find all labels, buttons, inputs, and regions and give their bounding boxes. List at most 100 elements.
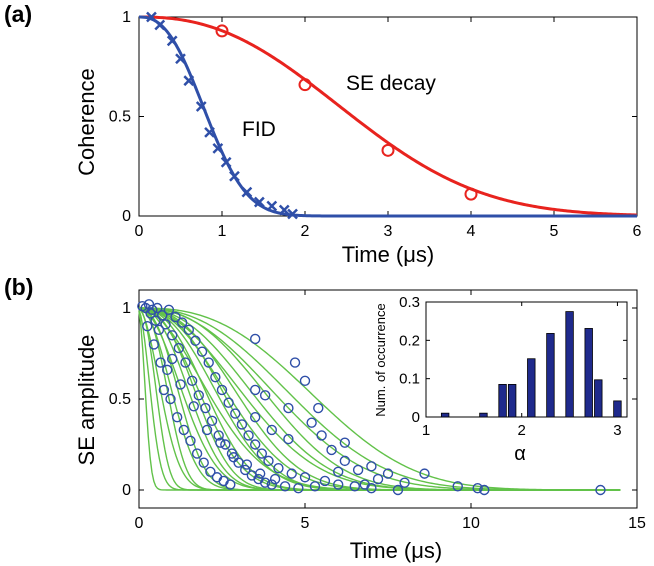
data-point xyxy=(241,459,253,470)
data-point xyxy=(185,435,196,447)
panel-b-ytick-label: 1 xyxy=(122,300,131,317)
data-point xyxy=(186,375,198,386)
data-point xyxy=(249,384,261,396)
data-point xyxy=(230,408,241,419)
panel-a-xtick-label: 0 xyxy=(135,223,144,240)
data-point xyxy=(259,477,271,488)
data-point xyxy=(419,468,430,479)
data-point xyxy=(190,335,201,346)
fid-point xyxy=(241,186,253,198)
fid-point xyxy=(253,196,265,208)
data-point xyxy=(216,384,228,396)
panel-b-markers xyxy=(137,299,606,496)
data-point xyxy=(165,393,176,405)
data-point xyxy=(171,412,183,423)
inset-ytick-label: 0.2 xyxy=(399,332,420,349)
data-point xyxy=(479,484,490,496)
panel-b-xtick-label: 15 xyxy=(628,515,646,532)
histogram-bar xyxy=(594,379,603,418)
data-point xyxy=(333,466,344,477)
data-point xyxy=(352,464,364,476)
data-point xyxy=(173,342,185,354)
data-point xyxy=(382,468,394,479)
data-point xyxy=(200,402,211,414)
data-point xyxy=(198,457,209,468)
data-point xyxy=(148,339,160,350)
data-point xyxy=(399,477,410,488)
data-point xyxy=(266,479,277,490)
data-point xyxy=(196,346,208,357)
data-point xyxy=(313,402,324,414)
data-point xyxy=(166,353,178,365)
data-point xyxy=(392,484,404,496)
data-point xyxy=(166,330,178,341)
data-point xyxy=(152,302,163,314)
fid-point xyxy=(146,11,157,23)
panel-a-xtick-label: 4 xyxy=(467,223,476,240)
data-point xyxy=(215,437,226,448)
inset-xtick-label: 2 xyxy=(518,422,526,439)
data-point xyxy=(180,357,191,368)
panel-b-xtick-label: 10 xyxy=(462,515,480,532)
panel-a-xtick-label: 1 xyxy=(218,223,227,240)
histogram-bar xyxy=(527,358,536,418)
data-point xyxy=(349,481,360,492)
panel-a-ylabel: Coherence xyxy=(74,68,99,176)
panel-b-ylabel: SE amplitude xyxy=(74,335,99,466)
panel-b-fit-curves xyxy=(138,307,621,491)
data-point xyxy=(359,479,370,490)
data-point xyxy=(176,317,188,328)
panel-b-ytick-label: 0 xyxy=(122,482,131,499)
fid-point xyxy=(154,19,166,31)
data-point xyxy=(263,455,274,467)
data-point xyxy=(158,384,170,396)
data-point xyxy=(266,424,277,436)
fid-point xyxy=(278,204,290,216)
panel-a-ytick-label: 1 xyxy=(122,9,131,26)
data-point xyxy=(326,444,337,456)
inset-xtick-label: 3 xyxy=(613,422,621,439)
data-point xyxy=(249,439,261,450)
se-decay-point xyxy=(298,78,312,92)
data-point xyxy=(205,466,216,477)
panel-a-label: (a) xyxy=(4,1,32,27)
histogram-bar xyxy=(507,384,517,418)
panel-a-xtick-label: 2 xyxy=(301,223,310,240)
panel-b-xtick-label: 5 xyxy=(301,515,310,532)
series-se-decay-fit-line xyxy=(139,15,638,217)
data-point xyxy=(162,364,173,376)
data-point xyxy=(201,424,213,436)
data-point xyxy=(225,479,236,490)
inset-xlabel: α xyxy=(514,443,526,465)
data-point xyxy=(175,379,186,390)
data-point xyxy=(254,468,266,479)
data-point xyxy=(269,473,281,485)
data-point xyxy=(309,481,321,492)
data-point xyxy=(183,324,195,336)
data-point xyxy=(289,357,301,368)
data-point xyxy=(170,311,181,323)
data-point xyxy=(203,357,214,368)
fid-point xyxy=(195,101,207,112)
fid-point xyxy=(175,53,186,65)
data-point xyxy=(142,321,153,332)
data-point xyxy=(299,472,311,483)
data-point xyxy=(147,304,158,316)
data-point xyxy=(193,390,204,401)
data-point xyxy=(220,439,231,450)
histogram-bar xyxy=(613,400,622,418)
panel-a-xtick-label: 5 xyxy=(550,223,559,240)
panel-b-xlabel: Time (μs) xyxy=(350,538,443,563)
data-point xyxy=(163,304,175,316)
data-point xyxy=(283,433,294,445)
data-point xyxy=(249,412,261,423)
inset-xtick-label: 1 xyxy=(422,422,430,439)
data-point xyxy=(206,415,218,427)
inset-ticks: 1 2 3 0 0.1 0.2 0.3 xyxy=(399,294,627,439)
annotation-se-decay: SE decay xyxy=(346,72,436,95)
inset-ytick-label: 0.3 xyxy=(399,294,420,311)
histogram-bar xyxy=(565,311,574,418)
panel-a-xtick-label: 3 xyxy=(384,223,393,240)
